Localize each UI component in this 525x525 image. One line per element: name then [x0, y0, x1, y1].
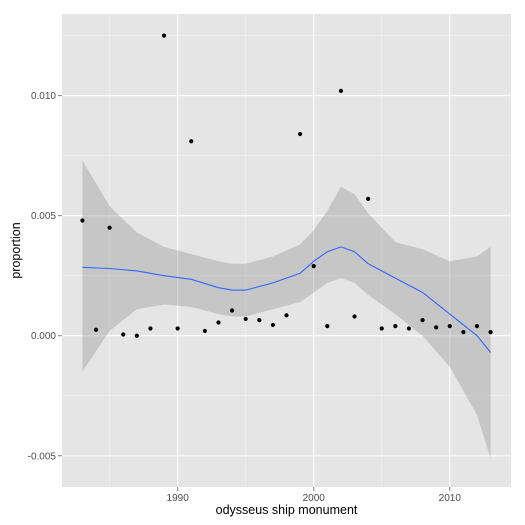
x-tick-label: 1990 [167, 493, 190, 504]
data-point [243, 316, 248, 322]
data-point [175, 326, 180, 331]
data-point [270, 322, 275, 328]
data-point [474, 324, 480, 329]
data-point [80, 218, 85, 223]
x-tick-label: 2010 [439, 493, 462, 504]
data-point [107, 225, 112, 230]
data-point [379, 326, 384, 331]
minor-gridlines [62, 14, 511, 487]
data-point [488, 330, 493, 335]
y-tick-label: -0.005 [28, 451, 57, 462]
y-tick-label: 0.010 [31, 91, 56, 102]
plot-panel [62, 14, 511, 487]
data-point [447, 324, 452, 329]
data-point [189, 139, 194, 144]
y-tick-label: 0.000 [31, 331, 56, 342]
data-points [80, 33, 493, 338]
data-point [216, 320, 221, 325]
data-point [393, 324, 398, 329]
data-point [202, 328, 207, 334]
data-point [229, 308, 235, 313]
data-point [366, 196, 371, 201]
x-axis-title: odysseus ship monument [216, 503, 358, 517]
data-point [325, 324, 330, 329]
data-point [161, 33, 167, 38]
data-point [338, 88, 344, 93]
data-point [134, 333, 139, 338]
data-point [420, 318, 425, 323]
data-point [257, 318, 262, 323]
y-axis-title: proportion [9, 222, 23, 278]
smooth-trend-line [82, 246, 492, 353]
data-point [311, 264, 316, 269]
confidence-band [82, 160, 491, 459]
x-tick-label: 2000 [303, 493, 326, 504]
data-point [461, 330, 466, 335]
x-axis-ticks: 1990 2000 2010 [167, 487, 462, 504]
data-point [352, 314, 357, 319]
data-point [406, 326, 412, 331]
major-gridlines [62, 14, 511, 487]
data-point [93, 327, 99, 332]
data-point [298, 131, 303, 137]
y-axis-ticks: -0.005 0.000 0.005 0.010 [28, 91, 62, 462]
data-point [148, 326, 153, 331]
data-point [434, 325, 439, 330]
data-point [284, 313, 289, 318]
data-point [121, 332, 126, 337]
y-tick-label: 0.005 [31, 211, 56, 222]
